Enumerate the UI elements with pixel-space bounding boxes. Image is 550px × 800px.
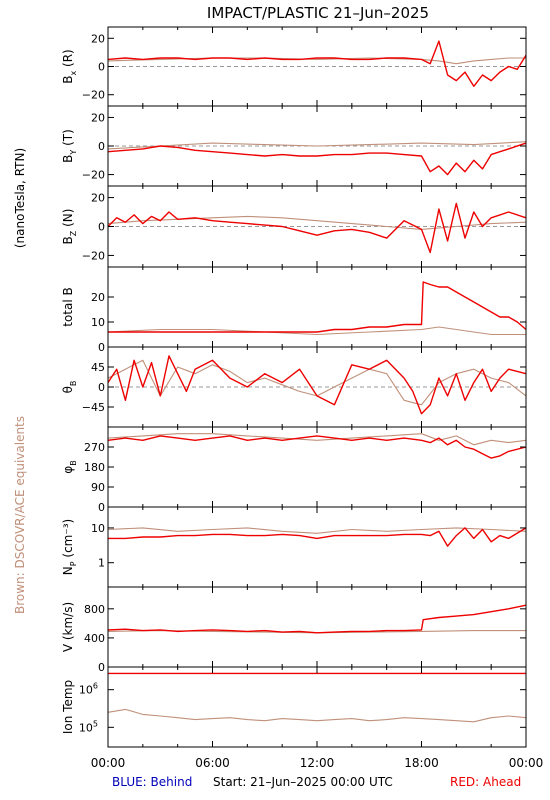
y-axis-label-btot: total B	[61, 287, 75, 327]
panel-frame	[107, 26, 527, 107]
y-tick-label: −45	[82, 401, 105, 414]
series-ace-np	[107, 527, 527, 534]
y-tick-label: 180	[84, 461, 105, 474]
series-ace-theta	[107, 359, 527, 406]
x-tick-label: 06:00	[195, 756, 230, 770]
series-ace-temp	[107, 708, 527, 723]
y-tick-label: 0	[98, 61, 105, 74]
y-tick-label: 10	[91, 316, 105, 329]
panel-bx: 20 0 −20 Bx (R)	[61, 26, 527, 107]
y-axis-label-by: BY (T)	[61, 129, 78, 163]
panel-temp: 106 105 Ion Temp	[61, 666, 527, 748]
x-tick-label: 00:00	[91, 756, 126, 770]
y-tick-label: 90	[91, 481, 105, 494]
panel-theta: 45 0 −45 θB	[61, 346, 527, 428]
panel-by: 20 0 −20 BY (T)	[61, 105, 527, 187]
y-axis-label-v: V (km/s)	[61, 602, 75, 652]
panel-bz: 20 0 −20 BZ (N)	[61, 185, 527, 268]
series-ahead-btot	[108, 281, 527, 333]
y-tick-label: 0	[98, 661, 105, 674]
units-side-label: (nanoTesla, RTN)	[13, 148, 27, 248]
panel-v: 800 400 0 V (km/s)	[61, 586, 527, 674]
panel-frame	[107, 185, 527, 268]
y-tick-label: 20	[91, 32, 105, 45]
series-ahead-by	[107, 142, 527, 176]
y-tick-label: 0	[98, 341, 105, 354]
panel-np: 10 1 NP (cm⁻³)	[61, 506, 527, 588]
y-axis-label-phi: φB	[61, 460, 78, 473]
chart-title: IMPACT/PLASTIC 21–Jun–2025	[207, 4, 429, 22]
footer-behind-label: BLUE: Behind	[112, 775, 192, 789]
y-axis-label-np: NP (cm⁻³)	[61, 519, 78, 575]
y-tick-label: 105	[79, 719, 98, 734]
y-tick-label: 270	[84, 441, 105, 454]
panel-frame	[107, 586, 527, 668]
y-tick-label: 10	[91, 522, 105, 535]
series-ace-btot	[107, 326, 526, 336]
x-axis-ticks: 00:00 06:00 12:00 18:00 00:00	[91, 756, 544, 770]
y-axis-label-bz: BZ (N)	[61, 209, 78, 245]
series-ace-bx	[107, 57, 526, 65]
y-tick-label: 0	[98, 501, 105, 514]
series-ahead-theta	[107, 355, 527, 415]
x-tick-label: 12:00	[300, 756, 335, 770]
footer-ahead-label: RED: Ahead	[450, 775, 521, 789]
y-tick-label: 20	[91, 111, 105, 124]
series-ahead-np	[108, 527, 527, 547]
y-tick-label: 0	[98, 140, 105, 153]
panel-frame	[107, 506, 527, 588]
panel-frame	[107, 666, 527, 748]
ace-equivalents-side-label: Brown: DSCOVR/ACE equivalents	[13, 416, 27, 614]
y-tick-label: 1	[98, 557, 105, 570]
x-tick-label: 00:00	[509, 756, 544, 770]
y-tick-label: 45	[91, 361, 105, 374]
panel-phi: 270 180 90 0 φB	[61, 426, 527, 514]
series-ahead-v	[107, 604, 527, 634]
series-ace-bz	[107, 215, 527, 230]
y-tick-label: 400	[84, 632, 105, 645]
panel-btot: 20 10 0 total B	[61, 266, 527, 354]
y-tick-label: 20	[91, 192, 105, 205]
series-ahead-bx	[107, 40, 527, 88]
x-tick-label: 18:00	[404, 756, 439, 770]
footer-start-label: Start: 21–Jun–2025 00:00 UTC	[213, 775, 393, 789]
y-tick-label: 0	[98, 381, 105, 394]
y-tick-label: −20	[82, 249, 105, 262]
series-ace-by	[107, 141, 527, 150]
y-tick-label: 800	[84, 603, 105, 616]
series-ahead-phi	[107, 435, 527, 459]
y-tick-label: −20	[82, 89, 105, 102]
y-axis-label-bx: Bx (R)	[61, 49, 78, 83]
y-tick-label: 0	[98, 221, 105, 234]
y-tick-label: 106	[79, 682, 98, 697]
y-axis-label-temp: Ion Temp	[61, 680, 75, 734]
series-ahead-bz	[107, 202, 527, 254]
y-axis-label-theta: θB	[61, 381, 78, 394]
series-ace-phi	[107, 433, 527, 446]
y-tick-label: 20	[91, 291, 105, 304]
y-tick-label: −20	[82, 169, 105, 182]
